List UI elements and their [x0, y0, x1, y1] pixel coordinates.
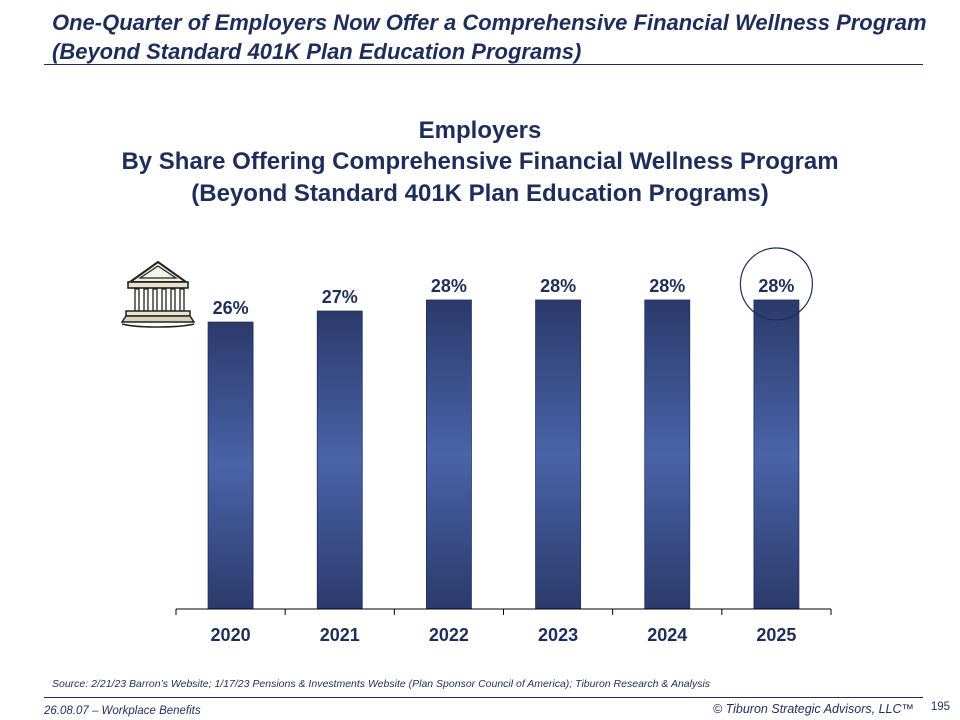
- bars-layer: [207, 299, 800, 610]
- bar-2022: [426, 299, 472, 610]
- bar-2025: [753, 299, 800, 610]
- chart-title-line-3: (Beyond Standard 401K Plan Education Pro…: [191, 180, 769, 207]
- chart-title-line-2: By Share Offering Comprehensive Financia…: [121, 148, 839, 175]
- x-tick-label-2025: 2025: [756, 625, 796, 645]
- bar-value-label-2021: 27%: [322, 287, 358, 307]
- bar-value-label-2020: 26%: [213, 298, 249, 318]
- bar-2021: [316, 310, 363, 610]
- bar-value-label-2024: 28%: [649, 276, 685, 296]
- bar-2024: [644, 299, 691, 610]
- footer-divider: [44, 697, 923, 698]
- bank-temple-icon: [120, 260, 196, 328]
- x-axis-ticks: [175, 609, 832, 615]
- x-tick-label-2023: 2023: [538, 625, 578, 645]
- highlight-layer: [739, 247, 814, 321]
- x-axis-tick-labels: 2020 2021 2022 2023 2024 2025: [211, 625, 797, 645]
- bar-value-label-2022: 28%: [431, 276, 467, 296]
- x-tick-label-2021: 2021: [320, 625, 360, 645]
- bar-2023: [535, 299, 581, 610]
- footer-deck-reference: 26.08.07 – Workplace Benefits: [44, 705, 201, 717]
- x-tick-label-2020: 2020: [211, 625, 251, 645]
- highlight-circle: [739, 247, 814, 321]
- bar-value-label-2023: 28%: [540, 276, 576, 296]
- source-note: Source: 2/21/23 Barron’s Website; 1/17/2…: [52, 678, 711, 690]
- x-tick-label-2022: 2022: [429, 625, 469, 645]
- title-divider: [44, 64, 923, 65]
- bar-2020: [207, 321, 254, 610]
- slide-title: One-Quarter of Employers Now Offer a Com…: [52, 10, 927, 64]
- value-labels-layer: 26% 27% 28% 28% 28% 28%: [213, 276, 795, 318]
- bar-value-label-2025: 28%: [758, 276, 794, 296]
- page-number: 195: [930, 701, 950, 713]
- x-tick-label-2024: 2024: [647, 625, 687, 645]
- footer-copyright: © Tiburon Strategic Advisors, LLC™: [712, 702, 914, 716]
- chart-title-line-1: Employers: [418, 117, 542, 144]
